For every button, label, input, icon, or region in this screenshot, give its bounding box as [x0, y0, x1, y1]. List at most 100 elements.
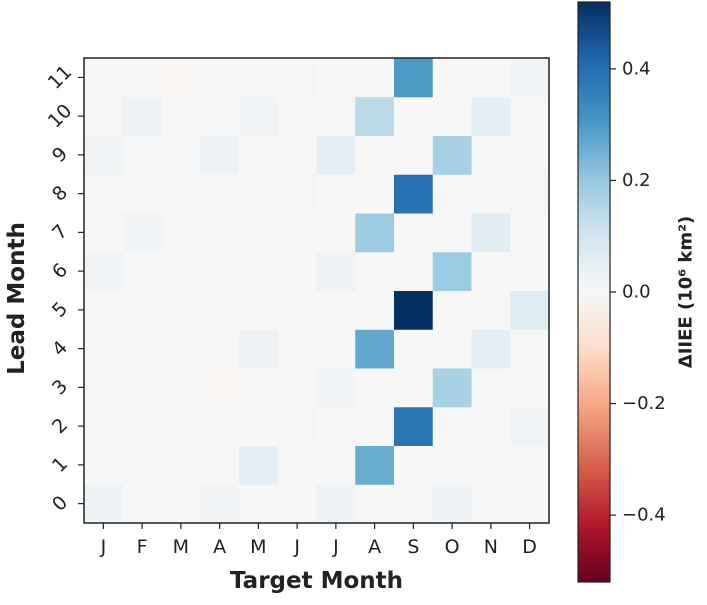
heatmap-cell [316, 406, 356, 446]
heatmap-cell [432, 96, 472, 136]
heatmap-cell [200, 406, 240, 446]
heatmap-cell [239, 484, 279, 524]
heatmap-cell [239, 58, 279, 98]
colorbar-tick-label: 0.2 [622, 170, 651, 191]
heatmap-cell [394, 406, 434, 446]
y-axis-title: Lead Month [4, 222, 30, 375]
heatmap-cell [510, 406, 550, 446]
heatmap-cell [355, 135, 395, 175]
heatmap-cell [239, 213, 279, 253]
heatmap-cell [84, 96, 124, 136]
heatmap-cell [316, 445, 356, 485]
heatmap-cell [316, 96, 356, 136]
heatmap-cell [510, 96, 550, 136]
heatmap-cell [394, 368, 434, 408]
heatmap-cell [161, 174, 201, 214]
x-tick-label: S [407, 536, 419, 558]
heatmap-cell [432, 290, 472, 330]
colorbar-tick-label: 0.4 [622, 58, 651, 79]
y-tick-label: 6 [48, 259, 72, 283]
heatmap-cell [161, 290, 201, 330]
heatmap-cell [510, 58, 550, 98]
heatmap-cell [200, 174, 240, 214]
heatmap-cell [355, 290, 395, 330]
heatmap-cell [316, 174, 356, 214]
heatmap-cell [239, 290, 279, 330]
heatmap-cell [122, 484, 162, 524]
heatmap-cell [200, 251, 240, 291]
heatmap-cell [432, 368, 472, 408]
x-tick-label: J [293, 536, 300, 558]
heatmap-cell [394, 484, 434, 524]
heatmap-cell [84, 58, 124, 98]
x-tick-label: M [250, 536, 266, 558]
heatmap-cell [355, 213, 395, 253]
heatmap-cell [510, 368, 550, 408]
heatmap-cell [239, 406, 279, 446]
heatmap-cell [122, 135, 162, 175]
heatmap-cell [239, 329, 279, 369]
heatmap-cell [510, 251, 550, 291]
heatmap-cell [84, 445, 124, 485]
heatmap-cell [316, 484, 356, 524]
x-tick-label: F [137, 536, 148, 558]
heatmap-cell [84, 484, 124, 524]
y-tick-label: 1 [48, 453, 72, 477]
plot-frame [83, 57, 550, 524]
heatmap-cell [200, 58, 240, 98]
x-axis-title: Target Month [230, 568, 403, 594]
heatmap-cell [122, 406, 162, 446]
heatmap-cell [510, 135, 550, 175]
heatmap-cell [316, 329, 356, 369]
heatmap-cell [200, 213, 240, 253]
heatmap-cell [316, 58, 356, 98]
heatmap-cell [122, 368, 162, 408]
heatmap-cell [84, 406, 124, 446]
heatmap-cells [84, 58, 550, 524]
heatmap-cell [84, 290, 124, 330]
heatmap-cell [239, 174, 279, 214]
heatmap-cell [471, 406, 511, 446]
heatmap-cell [161, 329, 201, 369]
x-tick-label: N [484, 536, 498, 558]
heatmap-cell [394, 135, 434, 175]
y-tick-label: 10 [44, 100, 77, 133]
heatmap-cell [200, 368, 240, 408]
heatmap-cell [84, 251, 124, 291]
heatmap-cell [394, 251, 434, 291]
heatmap-cell [471, 135, 511, 175]
colorbar-label: ΔIIEE (10⁶ km²) [676, 216, 697, 368]
heatmap-cell [122, 213, 162, 253]
heatmap-cell [432, 329, 472, 369]
heatmap-cell [200, 484, 240, 524]
heatmap-cell [161, 96, 201, 136]
heatmap-cell [394, 174, 434, 214]
heatmap-cell [471, 174, 511, 214]
colorbar-tick-label: −0.4 [622, 505, 666, 526]
y-tick-label: 2 [48, 414, 72, 438]
x-tick-label: D [522, 536, 537, 558]
x-tick-label: J [100, 536, 107, 558]
heatmap-cell [510, 329, 550, 369]
y-tick-label: 4 [48, 337, 72, 361]
heatmap-cell [277, 406, 317, 446]
heatmap-cell [277, 251, 317, 291]
colorbar-ticks: −0.4 −0.2 0.0 0.2 0.4 [610, 58, 666, 526]
heatmap-cell [122, 174, 162, 214]
heatmap-cell [122, 96, 162, 136]
x-tick-label: J [332, 536, 339, 558]
heatmap-cell [510, 174, 550, 214]
heatmap-cell [122, 58, 162, 98]
heatmap-cell [161, 213, 201, 253]
heatmap-cell [471, 368, 511, 408]
y-tick-label: 3 [48, 375, 72, 399]
heatmap-cell [432, 58, 472, 98]
heatmap-cell [122, 251, 162, 291]
x-tick-label: A [213, 536, 226, 558]
heatmap-cell [471, 251, 511, 291]
heatmap-cell [316, 213, 356, 253]
y-tick-label: 11 [44, 61, 77, 94]
heatmap-cell [277, 368, 317, 408]
